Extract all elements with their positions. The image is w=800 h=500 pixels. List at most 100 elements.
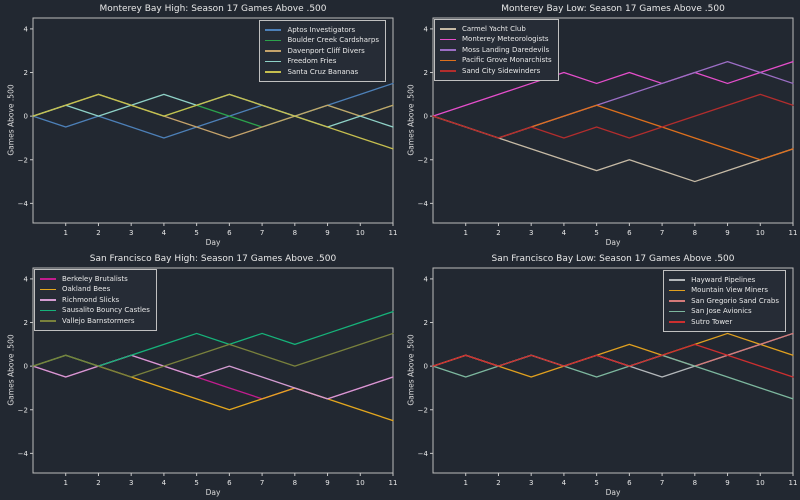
legend-line-swatch xyxy=(669,300,686,302)
x-axis-label: Day xyxy=(205,488,221,497)
chart-title: San Francisco Bay High: Season 17 Games … xyxy=(89,254,337,264)
y-tick-label: 4 xyxy=(24,275,29,283)
legend-item: Vallejo Barnstormers xyxy=(40,316,150,326)
subplot-monterey-bay-low: Monterey Bay Low: Season 17 Games Above … xyxy=(400,0,800,250)
x-tick-label: 8 xyxy=(693,229,697,237)
x-tick-label: 8 xyxy=(693,479,697,487)
legend-item: Sausalito Bouncy Castles xyxy=(40,306,150,316)
y-tick-label: −4 xyxy=(418,450,429,458)
y-tick-label: 2 xyxy=(24,69,28,77)
x-tick-label: 10 xyxy=(756,229,765,237)
x-tick-label: 3 xyxy=(529,229,533,237)
legend: Berkeley Brutalists Oakland Bees Richmond … xyxy=(34,269,157,331)
x-tick-label: 2 xyxy=(496,479,500,487)
y-tick-label: 2 xyxy=(424,319,428,327)
chart-title: Monterey Bay Low: Season 17 Games Above … xyxy=(501,4,725,14)
legend-line-swatch xyxy=(440,28,456,30)
axes-spines xyxy=(432,267,794,474)
x-tick-label: 6 xyxy=(627,479,632,487)
y-tick-label: 0 xyxy=(24,113,28,121)
series-line-oakland-bees xyxy=(32,354,394,422)
y-tick-label: −4 xyxy=(18,200,29,208)
legend-item: Mountain View Miners xyxy=(669,286,779,296)
subplot-san-francisco-bay-low: San Francisco Bay Low: Season 17 Games A… xyxy=(400,250,800,500)
legend-item: Pacific Grove Monarchists xyxy=(440,56,552,66)
series-line-sand-city-sidewinders xyxy=(432,93,794,139)
y-tick-label: 4 xyxy=(424,25,429,33)
x-tick-label: 5 xyxy=(594,229,598,237)
x-tick-label: 7 xyxy=(660,229,664,237)
legend-label: San Jose Avionics xyxy=(691,307,752,316)
plot-area: 1 2 3 4 5 6 7 8 9 10 11 4 2 0 −2 −4 xyxy=(418,17,797,237)
legend-line-swatch xyxy=(40,309,56,311)
legend-label: Sausalito Bouncy Castles xyxy=(62,306,150,315)
legend-line-swatch xyxy=(669,321,686,323)
legend-item: Santa Cruz Bananas xyxy=(265,67,379,77)
plot-area: 1 2 3 4 5 6 7 8 9 10 11 4 2 0 −2 −4 xyxy=(418,267,798,487)
series-line-santa-cruz-bananas xyxy=(32,93,394,150)
x-tick-label: 4 xyxy=(162,479,167,487)
x-tick-label: 9 xyxy=(325,229,329,237)
legend-item: Aptos Investigators xyxy=(265,25,379,35)
legend-line-swatch xyxy=(265,71,282,73)
legend: Aptos Investigators Boulder Creek Cardsha… xyxy=(259,20,386,82)
x-tick-label: 1 xyxy=(63,479,67,487)
legend-line-swatch xyxy=(40,288,56,290)
x-tick-label: 6 xyxy=(227,479,232,487)
legend-label: Richmond Slicks xyxy=(62,295,120,304)
legend-label: Sutro Tower xyxy=(691,317,733,326)
x-axis-label: Day xyxy=(605,238,621,247)
legend-item: Berkeley Brutalists xyxy=(40,274,150,284)
legend: Hayward Pipelines Mountain View Miners San… xyxy=(663,270,786,332)
x-tick-label: 4 xyxy=(562,229,567,237)
y-tick-label: 4 xyxy=(424,275,429,283)
legend-item: Oakland Bees xyxy=(40,285,150,295)
axes-spines xyxy=(32,267,394,474)
x-tick-label: 1 xyxy=(63,229,67,237)
legend-label: Vallejo Barnstormers xyxy=(62,316,135,325)
x-tick-label: 11 xyxy=(389,229,398,237)
x-tick-label: 11 xyxy=(389,479,398,487)
x-axis-label: Day xyxy=(205,238,221,247)
x-tick-label: 7 xyxy=(260,479,264,487)
x-tick-label: 9 xyxy=(725,479,729,487)
legend-line-swatch xyxy=(40,278,56,280)
legend-line-swatch xyxy=(669,310,686,312)
y-tick-label: −4 xyxy=(18,450,29,458)
legend-item: Davenport Cliff Divers xyxy=(265,46,379,56)
legend: Carmel Yacht Club Monterey Meteorologists… xyxy=(434,19,559,81)
legend-item: Freedom Fries xyxy=(265,57,379,67)
legend-label: Moss Landing Daredevils xyxy=(462,45,550,54)
legend-line-swatch xyxy=(669,279,686,281)
x-tick-label: 3 xyxy=(529,479,533,487)
x-tick-label: 4 xyxy=(562,479,567,487)
x-tick-label: 8 xyxy=(293,229,297,237)
y-tick-label: −2 xyxy=(418,156,428,164)
legend-label: Carmel Yacht Club xyxy=(462,24,526,33)
chart-title: Monterey Bay High: Season 17 Games Above… xyxy=(99,4,327,14)
x-tick-label: 3 xyxy=(129,229,133,237)
legend-label: Mountain View Miners xyxy=(691,286,769,295)
legend-label: Boulder Creek Cardsharps xyxy=(287,36,379,45)
legend-line-swatch xyxy=(440,49,456,51)
axes-spines xyxy=(32,17,394,224)
plot-area: 1 2 3 4 5 6 7 8 9 10 11 4 2 0 −2 −4 xyxy=(18,17,398,237)
legend-label: Freedom Fries xyxy=(287,57,337,66)
legend-label: Hayward Pipelines xyxy=(691,275,756,284)
x-tick-label: 7 xyxy=(260,229,264,237)
x-tick-label: 1 xyxy=(463,229,467,237)
legend-item: Hayward Pipelines xyxy=(669,275,779,285)
x-tick-label: 1 xyxy=(463,479,467,487)
legend-label: Oakland Bees xyxy=(62,285,111,294)
y-tick-label: 0 xyxy=(24,363,28,371)
x-tick-label: 5 xyxy=(594,479,598,487)
legend-item: Carmel Yacht Club xyxy=(440,24,552,34)
y-tick-label: −2 xyxy=(18,156,28,164)
x-tick-label: 11 xyxy=(789,479,798,487)
legend-item: Richmond Slicks xyxy=(40,295,150,305)
legend-item: Monterey Meteorologists xyxy=(440,35,552,45)
x-tick-label: 3 xyxy=(129,479,133,487)
legend-item: San Gregorio Sand Crabs xyxy=(669,296,779,306)
y-tick-label: 0 xyxy=(424,113,428,121)
